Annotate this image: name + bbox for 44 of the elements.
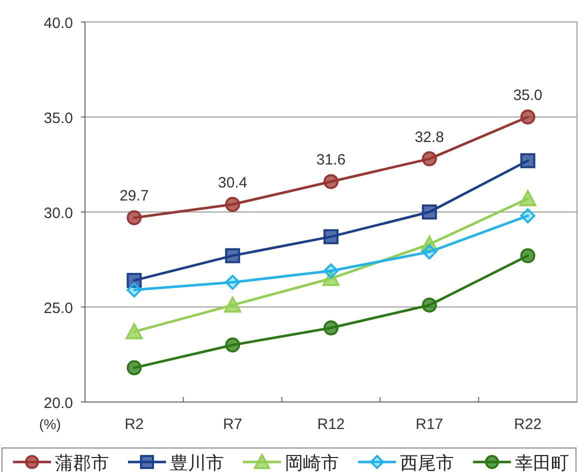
point [520, 110, 536, 124]
point [225, 338, 240, 352]
y-tick-label: 20.0 [44, 395, 73, 412]
point [324, 320, 338, 336]
y-tick-label: 35.0 [44, 110, 73, 127]
point [520, 248, 536, 264]
point [324, 174, 338, 190]
legend-label: 西尾市 [400, 453, 454, 472]
data-label: 31.6 [316, 152, 346, 169]
point [224, 296, 242, 313]
point [520, 153, 536, 168]
point [519, 190, 536, 206]
point [225, 248, 240, 264]
x-tick-label: R22 [514, 416, 542, 433]
point [422, 151, 437, 166]
point [422, 244, 437, 260]
point [225, 274, 240, 290]
legend-label: 豊川市 [170, 453, 224, 472]
y-tick-label: 30.0 [44, 205, 73, 222]
point [126, 210, 142, 226]
x-tick-label: R7 [223, 416, 242, 433]
point [126, 360, 142, 376]
data-label: 32.8 [414, 128, 444, 146]
y-axis-title: (%) [39, 416, 61, 432]
data-label: 30.4 [218, 174, 248, 192]
point [225, 196, 240, 212]
legend-label: 岡崎市 [285, 453, 339, 472]
point [126, 272, 142, 288]
y-tick-label: 25.0 [44, 300, 73, 317]
point [422, 298, 437, 313]
legend-label: 蒲郡市 [55, 453, 109, 472]
point [126, 323, 143, 340]
x-tick-label: R2 [124, 416, 144, 433]
x-tick-label: R17 [416, 416, 444, 433]
point [126, 282, 142, 298]
point [324, 229, 338, 244]
point [322, 270, 340, 286]
y-tick-label: 40.0 [44, 15, 73, 32]
x-tick-label: R12 [317, 416, 345, 433]
point [422, 204, 437, 220]
data-label: 29.7 [120, 188, 149, 205]
data-label: 35.0 [513, 87, 542, 104]
point [520, 208, 536, 224]
legend-label: 幸田町 [515, 453, 569, 472]
